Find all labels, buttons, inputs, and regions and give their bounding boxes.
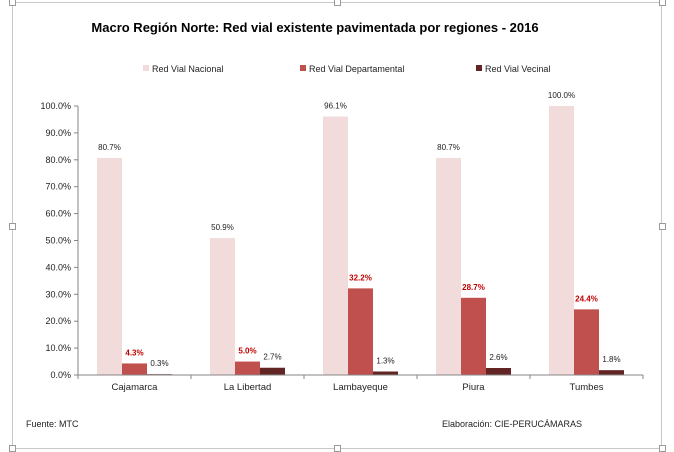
bar [323,116,348,375]
legend-swatch-vecinal [476,65,482,71]
y-tick-label: 90.0% [45,128,71,138]
legend-swatch-departamental [300,65,306,71]
y-tick-label: 30.0% [45,289,71,299]
y-tick-label: 40.0% [45,262,71,272]
bar-value-label: 100.0% [548,91,575,100]
bar [461,297,486,375]
legend-label-vecinal: Red Vial Vecinal [485,64,550,74]
bars [97,106,624,375]
bar [348,288,373,375]
y-tick-label: 70.0% [45,182,71,192]
y-tick-label: 50.0% [45,236,71,246]
bar [235,361,260,375]
resize-handle-middle-right[interactable] [659,223,666,230]
y-tick-label: 100.0% [40,101,71,111]
bar-value-label: 28.7% [462,283,485,292]
bar-value-label: 1.3% [376,357,394,366]
resize-handle-top-center[interactable] [334,0,341,6]
y-tick-label: 60.0% [45,209,71,219]
resize-handle-top-right[interactable] [659,0,666,6]
bar-value-label: 4.3% [125,348,143,357]
x-category-label: Cajamarca [112,382,159,393]
bar-value-label: 1.8% [602,355,620,364]
bar [210,238,235,375]
y-tick-label: 0.0% [50,370,71,380]
y-tick-label: 20.0% [45,316,71,326]
bar-value-label: 96.1% [324,101,347,110]
bar-value-label: 2.7% [263,353,281,362]
bar-value-label: 80.7% [437,143,460,152]
y-axis: 0.0% 10.0% 20.0% 30.0% 40.0% 50.0% 60.0% 70.0% 8… [40,101,79,380]
bar-value-label: 50.9% [211,223,234,232]
legend-label-departamental: Red Vial Departamental [309,64,404,74]
x-category-label: La Libertad [224,382,272,393]
bar-value-label: 2.6% [489,353,507,362]
bar [97,157,122,375]
bar [436,157,461,375]
bar [260,367,285,375]
bar-value-label: 0.3% [150,359,168,368]
x-category-label: Piura [462,382,485,393]
bar-value-label: 24.4% [575,294,598,303]
bar [373,371,398,375]
x-axis: Cajamarca La Libertad Lambayeque Piura Tumbe… [77,374,644,393]
bar [599,370,624,375]
y-tick-label: 80.0% [45,155,71,165]
data-labels: 80.7% 4.3% 0.3% 50.9% 5.0% 2.7% 96.1% 32.2% 1.3%… [98,91,620,368]
legend-swatch-nacional [143,65,149,71]
legend: Red Vial Nacional Red Vial Departamental… [143,64,550,74]
legend-label-nacional: Red Vial Nacional [152,64,223,74]
chart-title: Macro Región Norte: Red vial existente p… [91,20,538,35]
x-category-label: Tumbes [570,382,604,393]
resize-handle-middle-left[interactable] [9,223,16,230]
bar [549,106,574,375]
bar-value-label: 80.7% [98,143,121,152]
resize-handle-top-left[interactable] [9,0,16,6]
source-note: Fuente: MTC [26,419,79,429]
bar-value-label: 32.2% [349,273,372,282]
credit-note: Elaboración: CIE-PERUCÁMARAS [442,419,582,429]
y-tick-label: 10.0% [45,343,71,353]
x-category-label: Lambayeque [333,382,388,393]
bar [122,363,147,375]
bar [486,368,511,375]
bar-value-label: 5.0% [238,347,256,356]
bar [574,309,599,375]
